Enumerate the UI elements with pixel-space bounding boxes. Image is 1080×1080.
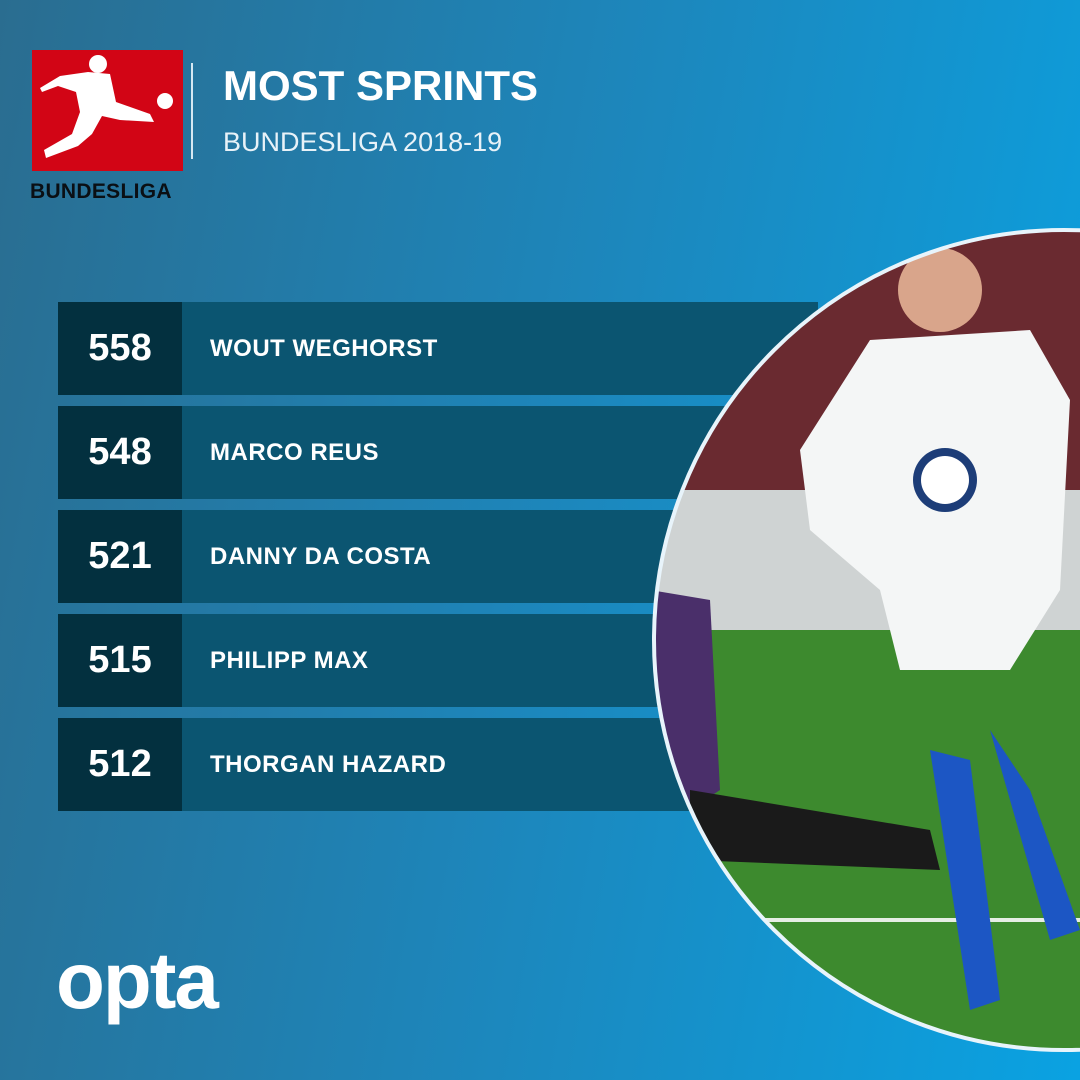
header-divider [191, 63, 193, 159]
player-name: DANNY DA COSTA [210, 542, 432, 570]
ranking-row: 558 WOUT WEGHORST [58, 302, 818, 395]
sprint-count: 521 [58, 510, 182, 603]
player-name: WOUT WEGHORST [210, 334, 438, 362]
player-name: THORGAN HAZARD [210, 750, 447, 778]
page-title: MOST SPRINTS [223, 62, 539, 109]
player-name: PHILIPP MAX [210, 646, 369, 674]
logo-wordmark: BUNDESLIGA [30, 180, 172, 203]
sprint-count: 548 [58, 406, 182, 499]
sprint-count: 558 [58, 302, 182, 395]
sprint-count: 515 [58, 614, 182, 707]
sprint-count: 512 [58, 718, 182, 811]
player-name: MARCO REUS [210, 438, 380, 466]
kicking-player-icon [40, 55, 173, 158]
opta-logo: opta [56, 936, 219, 1025]
page-subtitle: BUNDESLIGA 2018-19 [223, 127, 503, 157]
player-photo [652, 228, 1080, 1052]
bundesliga-logo [32, 50, 183, 171]
